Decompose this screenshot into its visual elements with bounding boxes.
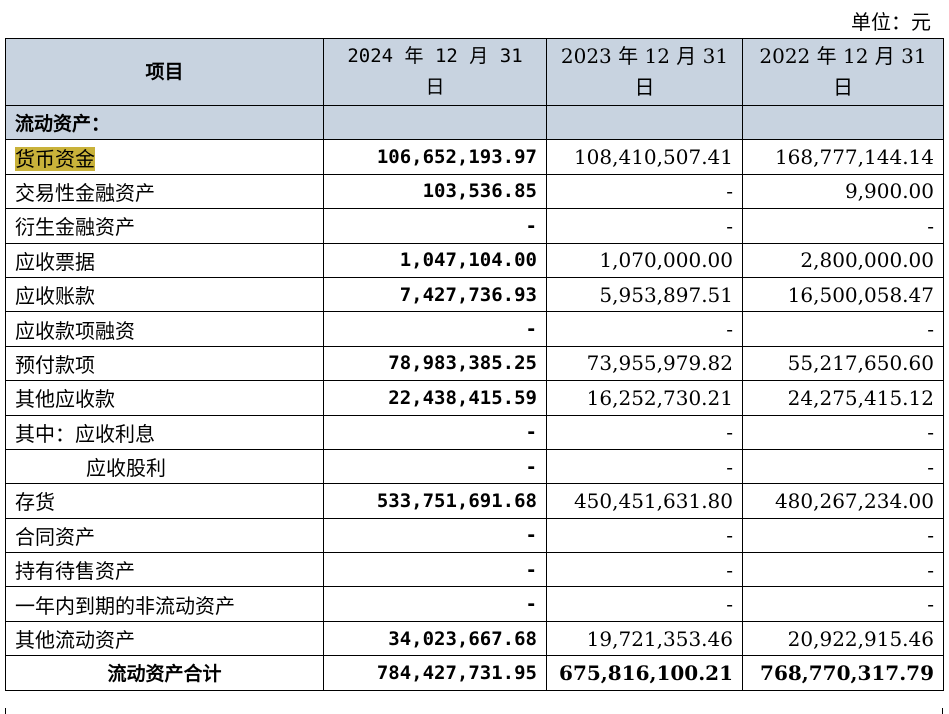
table-row: 应收款项融资 - - - bbox=[5, 311, 944, 347]
total-2022: 768,770,317.79 bbox=[742, 655, 944, 691]
value-2022: 9,900.00 bbox=[742, 173, 944, 210]
value-2022: - bbox=[742, 586, 944, 622]
value-2022: 168,777,144.14 bbox=[742, 139, 944, 175]
value-2022: - bbox=[742, 311, 944, 347]
table-row: 应收股利 - - - bbox=[5, 448, 944, 485]
row-label: 持有待售资产 bbox=[5, 552, 324, 588]
value-2024: 34,023,667.68 bbox=[323, 620, 547, 657]
table-row: 存货 533,751,691.68 450,451,631.80 480,267,23… bbox=[5, 483, 944, 519]
balance-sheet-table: 项目 2024 年 12 月 31 日 2023 年 12 月 31 日 202… bbox=[5, 38, 944, 691]
total-row: 流动资产合计 784,427,731.95 675,816,100.21 768,77… bbox=[5, 655, 944, 691]
header-2024: 2024 年 12 月 31 日 bbox=[323, 38, 547, 106]
table-row: 合同资产 - - - bbox=[5, 517, 944, 554]
value-2023: - bbox=[546, 448, 743, 485]
row-label: 衍生金融资产 bbox=[5, 208, 324, 244]
header-item: 项目 bbox=[5, 38, 324, 106]
value-2023: - bbox=[546, 208, 743, 244]
value-2024: 106,652,193.97 bbox=[323, 139, 547, 175]
value-2022: 24,275,415.12 bbox=[742, 380, 944, 416]
row-label: 预付款项 bbox=[5, 345, 324, 382]
value-2024: 22,438,415.59 bbox=[323, 380, 547, 416]
table-row: 其他应收款 22,438,415.59 16,252,730.21 24,275,41… bbox=[5, 380, 944, 416]
value-2024: - bbox=[323, 552, 547, 588]
section-title: 流动资产： bbox=[5, 104, 324, 141]
table-row: 货币资金 106,652,193.97 108,410,507.41 168,777,… bbox=[5, 139, 944, 175]
value-2022: - bbox=[742, 414, 944, 450]
row-label: 应收票据 bbox=[5, 242, 324, 278]
value-2024: 78,983,385.25 bbox=[323, 345, 547, 382]
unit-label: 单位：元 bbox=[851, 10, 931, 34]
value-2023: 450,451,631.80 bbox=[546, 483, 743, 519]
total-2023: 675,816,100.21 bbox=[546, 655, 743, 691]
value-2023: - bbox=[546, 552, 743, 588]
row-label: 应收款项融资 bbox=[5, 311, 324, 347]
value-2023: 5,953,897.51 bbox=[546, 276, 743, 313]
row-label: 交易性金融资产 bbox=[5, 173, 324, 210]
table-header-row: 项目 2024 年 12 月 31 日 2023 年 12 月 31 日 202… bbox=[5, 38, 944, 106]
row-label: 应收股利 bbox=[5, 448, 324, 485]
table-row: 持有待售资产 - - - bbox=[5, 552, 944, 588]
row-label: 应收账款 bbox=[5, 276, 324, 313]
value-2024: 1,047,104.00 bbox=[323, 242, 547, 278]
value-2023: 19,721,353.46 bbox=[546, 620, 743, 657]
highlighted-label: 货币资金 bbox=[15, 146, 95, 171]
value-2023: - bbox=[546, 173, 743, 210]
value-2023: - bbox=[546, 586, 743, 622]
value-2022: - bbox=[742, 517, 944, 554]
value-2024: 533,751,691.68 bbox=[323, 483, 547, 519]
value-2022: - bbox=[742, 552, 944, 588]
value-2024: - bbox=[323, 586, 547, 622]
total-2024: 784,427,731.95 bbox=[323, 655, 547, 691]
table-row: 交易性金融资产 103,536.85-9,900.00 bbox=[5, 173, 944, 210]
section-cell bbox=[546, 104, 743, 141]
value-2022: 16,500,058.47 bbox=[742, 276, 944, 313]
value-2022: 55,217,650.60 bbox=[742, 345, 944, 382]
row-label: 其他应收款 bbox=[5, 380, 324, 416]
value-2023: 73,955,979.82 bbox=[546, 345, 743, 382]
value-2024: 7,427,736.93 bbox=[323, 276, 547, 313]
value-2023: 108,410,507.41 bbox=[546, 139, 743, 175]
value-2022: 20,922,915.46 bbox=[742, 620, 944, 657]
value-2022: 2,800,000.00 bbox=[742, 242, 944, 278]
value-2022: 480,267,234.00 bbox=[742, 483, 944, 519]
value-2022: - bbox=[742, 448, 944, 485]
header-2022: 2022 年 12 月 31 日 bbox=[742, 38, 944, 106]
table-row: 预付款项 78,983,385.25 73,955,979.82 55,217,650… bbox=[5, 345, 944, 382]
row-label: 其他流动资产 bbox=[5, 620, 324, 657]
value-2023: - bbox=[546, 311, 743, 347]
row-label: 货币资金 bbox=[5, 139, 324, 175]
row-label: 一年内到期的非流动资产 bbox=[5, 586, 324, 622]
header-2023: 2023 年 12 月 31 日 bbox=[546, 38, 743, 106]
value-2024: - bbox=[323, 311, 547, 347]
value-2023: - bbox=[546, 414, 743, 450]
value-2024: - bbox=[323, 208, 547, 244]
table-row: 应收账款 7,427,736.93 5,953,897.51 16,500,058.4… bbox=[5, 276, 944, 313]
value-2024: - bbox=[323, 448, 547, 485]
row-label: 存货 bbox=[5, 483, 324, 519]
value-2023: 1,070,000.00 bbox=[546, 242, 743, 278]
value-2022: - bbox=[742, 208, 944, 244]
table-row: 衍生金融资产 - - - bbox=[5, 208, 944, 244]
row-label: 合同资产 bbox=[5, 517, 324, 554]
value-2023: 16,252,730.21 bbox=[546, 380, 743, 416]
value-2024: 103,536.85 bbox=[323, 173, 547, 210]
table-continuation bbox=[5, 708, 943, 714]
table-row: 应收票据 1,047,104.00 1,070,000.00 2,800,000.00 bbox=[5, 242, 944, 278]
total-label: 流动资产合计 bbox=[5, 655, 324, 691]
section-row: 流动资产： bbox=[5, 104, 944, 141]
value-2023: - bbox=[546, 517, 743, 554]
table-row: 一年内到期的非流动资产 - - - bbox=[5, 586, 944, 622]
table-row: 其中：应收利息 - - - bbox=[5, 414, 944, 450]
table-row: 其他流动资产 34,023,667.68 19,721,353.46 20,922,9… bbox=[5, 620, 944, 657]
value-2024: - bbox=[323, 414, 547, 450]
section-cell bbox=[323, 104, 547, 141]
value-2024: - bbox=[323, 517, 547, 554]
section-cell bbox=[742, 104, 944, 141]
row-label: 其中：应收利息 bbox=[5, 414, 324, 450]
